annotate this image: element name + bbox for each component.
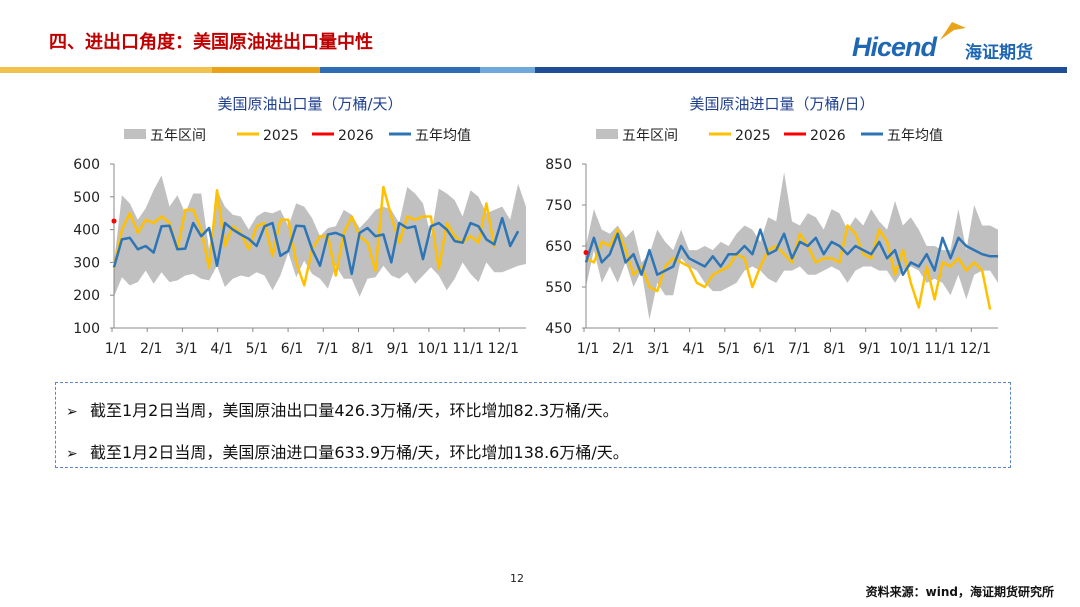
header-band-orange [212,67,320,73]
x-tick-label: 1/1 [105,341,128,357]
legend-swatch-range [124,129,146,139]
legend-label: 五年均值 [415,128,471,144]
y-tick-label: 450 [545,321,572,337]
bullet-arrow-icon: ➢ [66,446,78,462]
x-tick-label: 2/1 [140,341,163,357]
y-tick-label: 600 [73,157,100,173]
logo-wing-icon [940,22,966,40]
y-tick-label: 100 [73,321,100,337]
brand-logo: Hicend 海证期货 [852,22,1062,66]
header-band-dark-blue [535,67,1067,73]
exports-chart-svg: 美国原油出口量（万桶/天） 五年区间 2025 2026 五年均值 100 200 300 40… [73,95,526,357]
x-tick-label: 9/1 [858,341,881,357]
x-tick-label: 10/1 [417,341,448,357]
logo-wordmark: Hicend [852,32,937,62]
x-tick-label: 7/1 [316,341,339,357]
x-tick-label: 6/1 [753,341,776,357]
legend-label: 2026 [338,128,374,144]
x-tick-label: 4/1 [682,341,705,357]
summary-text-imports: 截至1月2日当周，美国原油进口量633.9万桶/天，环比增加138.6万桶/天。 [90,443,629,462]
legend-label: 2026 [810,128,846,144]
header-band-yellow [0,67,212,73]
x-tick-label: 4/1 [210,341,233,357]
y-tick-label: 650 [545,239,572,255]
header-band-blue [320,67,480,73]
bullet-arrow-icon: ➢ [66,404,78,420]
exports-chart: 美国原油出口量（万桶/天） 五年区间 2025 2026 五年均值 100 200 300 40… [60,88,540,363]
x-tick-label: 11/1 [924,341,955,357]
summary-box: ➢ 截至1月2日当周，美国原油出口量426.3万桶/天，环比增加82.3万桶/天。… [55,382,1011,468]
range-area [114,175,526,297]
y-tick-label: 750 [545,198,572,214]
series-2026-point [111,218,117,224]
legend-swatch-range [596,129,618,139]
x-tick-label: 12/1 [960,341,991,357]
x-tick-label: 3/1 [175,341,198,357]
page-number: 12 [510,572,524,585]
x-tick-label: 9/1 [386,341,409,357]
y-tick-label: 500 [73,190,100,206]
data-source: 资料来源：wind，海证期货研究所 [865,585,1054,599]
series-2026-point [583,250,589,256]
y-tick-label: 400 [73,223,100,239]
y-tick-label: 550 [545,280,572,296]
y-tick-label: 850 [545,157,572,173]
series-2025-line [585,224,992,310]
chart-title: 美国原油进口量（万桶/日） [689,95,874,113]
x-tick-label: 11/1 [452,341,483,357]
logo-chinese-name: 海证期货 [965,43,1033,63]
x-tick-label: 8/1 [351,341,374,357]
summary-item-exports: ➢ 截至1月2日当周，美国原油出口量426.3万桶/天，环比增加82.3万桶/天。 [66,397,619,421]
x-tick-label: 12/1 [488,341,519,357]
x-tick-label: 8/1 [823,341,846,357]
page-title: 四、进出口角度：美国原油进出口量中性 [49,32,373,53]
series-five-year-average-line [112,216,520,276]
x-tick-label: 2/1 [612,341,635,357]
x-tick-label: 5/1 [246,341,269,357]
legend-label: 2025 [263,128,299,144]
y-tick-label: 300 [73,255,100,271]
summary-item-imports: ➢ 截至1月2日当周，美国原油进口量633.9万桶/天，环比增加138.6万桶/天… [66,439,629,463]
y-tick-label: 200 [73,288,100,304]
x-tick-label: 1/1 [577,341,600,357]
summary-text-exports: 截至1月2日当周，美国原油出口量426.3万桶/天，环比增加82.3万桶/天。 [90,401,619,420]
x-tick-label: 6/1 [281,341,304,357]
series-five-year-average-line [584,228,998,276]
legend-label: 2025 [735,128,771,144]
x-tick-label: 3/1 [647,341,670,357]
x-tick-label: 7/1 [788,341,811,357]
range-area [586,172,998,320]
x-tick-label: 5/1 [718,341,741,357]
legend-label: 五年区间 [622,128,678,144]
imports-chart-svg: 美国原油进口量（万桶/日） 五年区间 2025 2026 五年均值 450 550 650 75… [545,95,998,357]
imports-chart: 美国原油进口量（万桶/日） 五年区间 2025 2026 五年均值 450 550 650 75… [532,88,1012,363]
chart-title: 美国原油出口量（万桶/天） [217,95,402,113]
x-tick-label: 10/1 [889,341,920,357]
header-band-light-blue [480,67,535,73]
legend-label: 五年区间 [150,128,206,144]
legend-label: 五年均值 [887,128,943,144]
